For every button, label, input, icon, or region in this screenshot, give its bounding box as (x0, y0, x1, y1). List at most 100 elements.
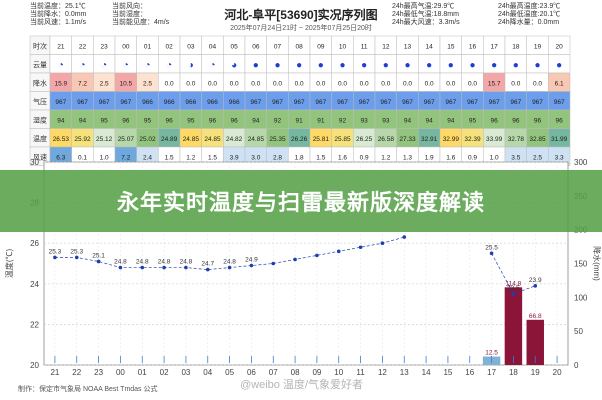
x-tick-label: 19 (531, 368, 540, 377)
temp-point (205, 267, 210, 272)
x-tick-label: 03 (181, 368, 190, 377)
table-cell-value: 2.8 (273, 154, 282, 161)
temp-point (118, 265, 123, 270)
table-cell-value: 967 (294, 99, 305, 106)
table-cell-value: ◕ (231, 60, 237, 71)
table-cell-value: 33.99 (486, 136, 503, 143)
table-cell-value: 1.8 (295, 154, 304, 161)
table-cell-value: 3.5 (511, 154, 520, 161)
table-cell-value: 966 (229, 99, 240, 106)
precip-bar-label: 12.5 (485, 350, 498, 357)
chart-title: 河北-阜平[53690]实况序列图 (224, 8, 378, 22)
stat-wind-dir: 当前风向： (112, 3, 147, 10)
temp-point (489, 251, 494, 256)
table-cell-value: 06 (252, 43, 260, 50)
x-tick-label: 16 (465, 368, 474, 377)
table-row-label: 时次 (33, 41, 47, 50)
temp-point (162, 265, 166, 270)
table-cell-value: ◔ (209, 60, 215, 71)
table-cell-value: 09 (317, 43, 325, 50)
table-cell-value: 11 (361, 43, 368, 50)
table-row-label: 风速 (33, 153, 47, 161)
table-cell-value: ◔ (79, 60, 85, 71)
table-cell-value: 0.0 (316, 80, 325, 87)
table-cell-value: 94 (252, 117, 260, 124)
table-cell-value: 0.0 (251, 80, 260, 87)
table-cell-value: 21 (57, 43, 65, 50)
table-cell-value: 26.25 (356, 136, 373, 143)
table-cell-value: 24.85 (248, 136, 265, 143)
precip-bar-label: 114.8 (506, 280, 522, 287)
temp-point (249, 263, 254, 268)
y2-tick-label: 50 (574, 327, 583, 336)
table-cell-value: 25.92 (74, 136, 91, 143)
table-cell-value: 2.5 (143, 80, 152, 87)
table-cell-value: ◔ (166, 60, 172, 71)
table-cell-value: 32.78 (508, 136, 525, 143)
table-cell-value: 3.0 (251, 154, 260, 161)
table-cell-value: 94 (447, 117, 455, 124)
table-cell-value: 0.0 (186, 80, 195, 87)
table-cell-value: 7.2 (121, 154, 130, 161)
table-cell-value: 967 (99, 99, 110, 106)
table-cell-value: 95 (144, 117, 152, 124)
table-cell-value: 16 (469, 43, 477, 50)
table-cell-value: ◔ (144, 60, 150, 71)
table-cell-value: 04 (209, 43, 217, 50)
temp-point-label: 24.8 (223, 259, 236, 266)
temp-point-label: 25.3 (70, 248, 83, 255)
y-tick-label: 20 (30, 361, 39, 370)
table-row-label: 湿度 (33, 115, 47, 124)
y-tick-label: 30 (30, 158, 39, 167)
temp-point-label: 24.9 (245, 257, 258, 264)
table-cell-value: 07 (274, 43, 282, 50)
table-cell-value: 26.53 (53, 136, 70, 143)
table-cell-value: ● (426, 60, 432, 71)
x-tick-label: 00 (116, 368, 125, 377)
table-cell-value: 01 (144, 43, 152, 50)
table-cell-value: 94 (57, 117, 65, 124)
source-label: 制作：保定市气象局 NOAA Best Tmdas 公式 (18, 386, 158, 393)
table-cell-value: 0.0 (446, 80, 455, 87)
stat-24h-rain: 24h降水量：0.0mm (498, 19, 560, 26)
table-cell-value: 10 (339, 43, 347, 50)
table-cell-value: 0.0 (165, 80, 174, 87)
table-cell-value: 966 (164, 99, 175, 106)
table-cell-value: 20 (556, 43, 564, 50)
stat-24h-max-wind: 24h最大风速：3.3m/s (392, 19, 460, 26)
table-cell-value: 94 (79, 117, 87, 124)
table-cell-value: 0.0 (338, 80, 347, 87)
table-cell-value: ◔ (101, 60, 107, 71)
table-cell-value: ◔ (123, 60, 129, 71)
table-cell-value: 967 (315, 99, 326, 106)
chart-header: 当前温度：25.1℃ 当前降水：0.0mm 当前风速：1.1m/s 当前风向： … (0, 0, 602, 36)
right-stats-2: 24h最高温度:23.9℃ 24h最低温度:20.1℃ 24h降水量：0.0mm (498, 3, 560, 27)
temp-point-label: 25.1 (92, 252, 105, 259)
table-cell-value: 967 (424, 99, 435, 106)
table-cell-value: 1.2 (381, 154, 390, 161)
table-cell-value: 0.0 (360, 80, 369, 87)
table-cell-value: 95 (187, 117, 195, 124)
table-cell-value: ● (274, 60, 280, 71)
x-tick-label: 14 (422, 368, 431, 377)
temp-point (271, 261, 276, 266)
table-cell-value: 14 (426, 43, 434, 50)
table-cell-value: 967 (510, 99, 521, 106)
y-tick-label: 26 (30, 239, 39, 248)
temp-point (358, 245, 363, 250)
left-stats-2: 当前风向： 当前湿度： 当前能见度：4m/s (112, 3, 169, 27)
table-row-label: 温度 (33, 134, 47, 143)
table-cell-value: 32.39 (464, 136, 481, 143)
table-cell-value: 6.1 (555, 80, 564, 87)
table-cell-value: ● (556, 60, 562, 71)
stat-24h-min: 24h最低气温:18.8mm (392, 11, 459, 18)
x-tick-label: 11 (356, 368, 365, 377)
table-cell-value: 96 (512, 117, 520, 124)
temp-point-label: 24.8 (136, 259, 149, 266)
table-cell-value: 0.0 (273, 80, 282, 87)
left-stats: 当前温度：25.1℃ 当前降水：0.0mm 当前风速：1.1m/s (30, 3, 86, 27)
table-cell-value: 18 (512, 43, 520, 50)
table-cell-value: 05 (231, 43, 239, 50)
table-cell-value: 0.1 (78, 154, 87, 161)
table-cell-value: 0.0 (403, 80, 412, 87)
